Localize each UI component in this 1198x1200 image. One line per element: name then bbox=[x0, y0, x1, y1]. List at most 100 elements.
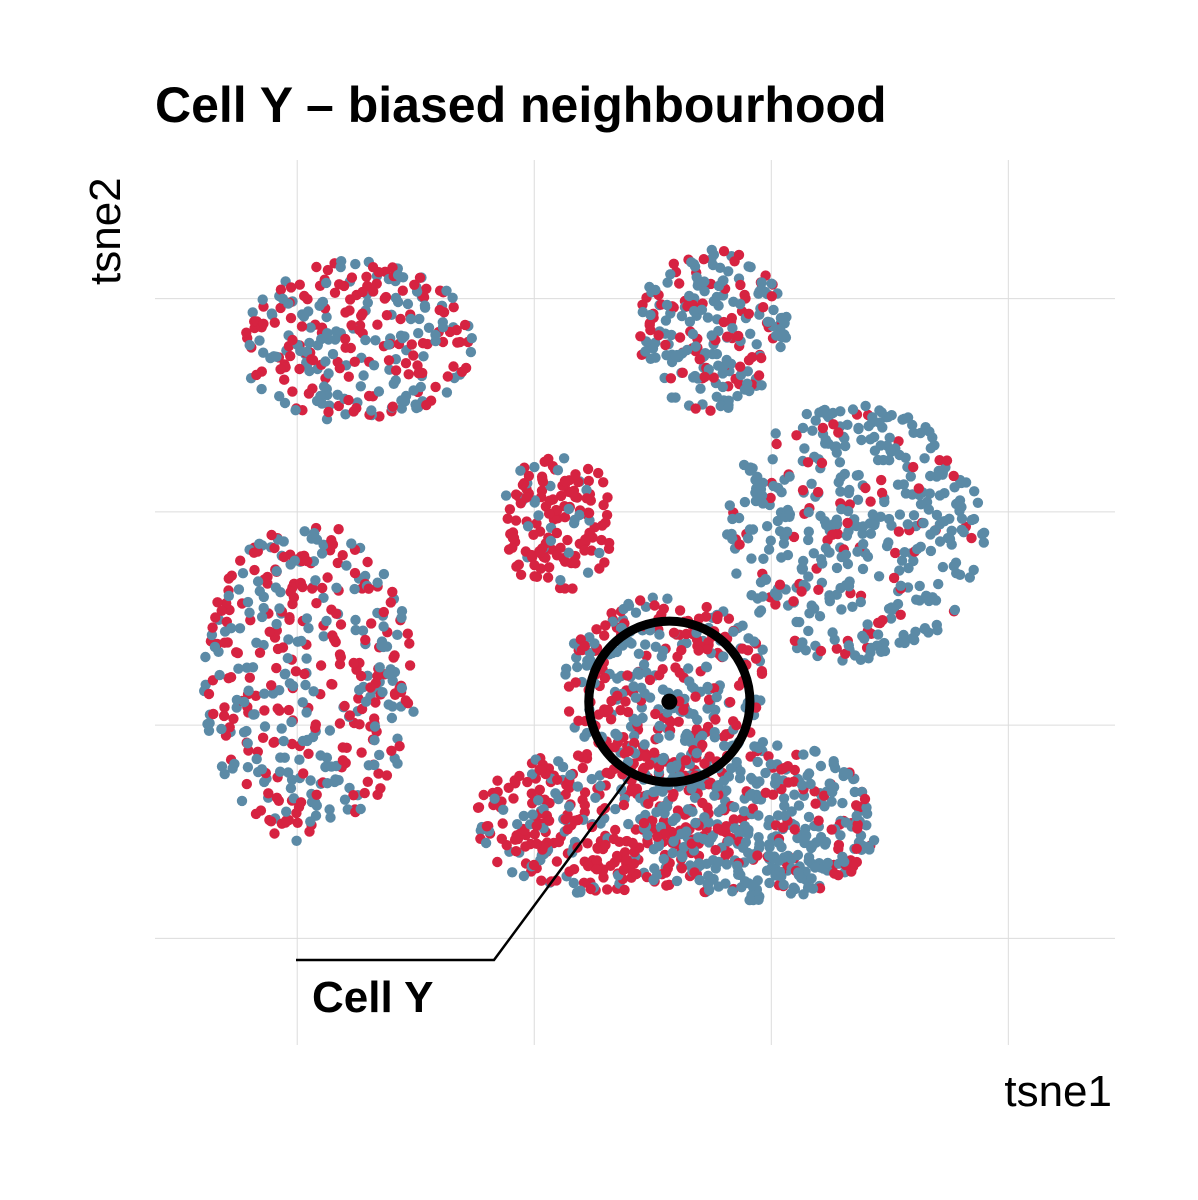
point-blue bbox=[316, 398, 328, 409]
point-red bbox=[591, 855, 603, 866]
point-red bbox=[876, 474, 887, 486]
point-red bbox=[418, 292, 430, 303]
point-blue bbox=[716, 803, 728, 815]
point-red bbox=[966, 532, 977, 544]
point-blue bbox=[430, 329, 441, 341]
point-blue bbox=[746, 553, 757, 564]
point-red bbox=[287, 386, 298, 397]
point-red bbox=[555, 542, 566, 553]
point-blue bbox=[274, 603, 285, 614]
point-blue bbox=[815, 760, 827, 772]
point-blue bbox=[558, 453, 570, 464]
point-red bbox=[245, 615, 256, 626]
point-blue bbox=[279, 397, 291, 409]
point-blue bbox=[355, 803, 366, 815]
point-red bbox=[529, 560, 540, 571]
point-blue bbox=[696, 304, 708, 315]
point-red bbox=[534, 784, 545, 795]
point-blue bbox=[885, 445, 896, 456]
point-blue bbox=[886, 410, 897, 421]
point-red bbox=[745, 751, 756, 762]
point-blue bbox=[739, 876, 751, 887]
point-blue bbox=[764, 877, 775, 889]
point-blue bbox=[747, 880, 759, 891]
point-red bbox=[334, 649, 346, 660]
point-blue bbox=[682, 804, 694, 815]
point-blue bbox=[865, 528, 877, 539]
point-blue bbox=[724, 500, 735, 511]
point-red bbox=[529, 829, 540, 840]
point-red bbox=[621, 854, 632, 865]
point-red bbox=[310, 719, 321, 730]
point-blue bbox=[706, 254, 717, 265]
point-blue bbox=[254, 586, 265, 597]
point-red bbox=[259, 705, 270, 716]
point-red bbox=[690, 403, 701, 414]
point-blue bbox=[383, 668, 394, 679]
point-red bbox=[263, 788, 274, 799]
point-blue bbox=[742, 533, 754, 544]
point-red bbox=[635, 331, 646, 342]
point-red bbox=[341, 742, 352, 753]
point-red bbox=[303, 748, 314, 759]
point-blue bbox=[283, 634, 294, 645]
point-blue bbox=[772, 740, 783, 751]
point-blue bbox=[883, 603, 895, 614]
point-red bbox=[643, 798, 654, 809]
point-red bbox=[317, 582, 328, 594]
point-blue bbox=[630, 607, 642, 618]
point-blue bbox=[954, 569, 966, 580]
point-blue bbox=[884, 432, 895, 443]
point-red bbox=[791, 430, 802, 441]
point-red bbox=[275, 302, 286, 314]
point-blue bbox=[908, 510, 920, 521]
point-blue bbox=[512, 819, 523, 830]
point-blue bbox=[563, 503, 574, 515]
point-blue bbox=[797, 780, 808, 791]
point-blue bbox=[553, 793, 564, 805]
point-blue bbox=[408, 706, 419, 717]
point-blue bbox=[713, 856, 724, 868]
point-blue bbox=[684, 290, 695, 302]
point-blue bbox=[820, 519, 832, 531]
point-blue bbox=[820, 543, 832, 554]
point-blue bbox=[723, 266, 734, 277]
point-blue bbox=[594, 547, 605, 559]
point-red bbox=[520, 841, 531, 852]
point-blue bbox=[695, 383, 706, 394]
point-blue bbox=[618, 603, 629, 615]
point-red bbox=[766, 291, 777, 302]
point-blue bbox=[763, 850, 775, 861]
point-red bbox=[640, 751, 651, 762]
point-blue bbox=[702, 312, 714, 323]
point-blue bbox=[465, 346, 477, 358]
point-red bbox=[888, 572, 900, 584]
point-blue bbox=[349, 583, 360, 595]
point-red bbox=[562, 824, 573, 835]
point-red bbox=[708, 372, 719, 383]
point-blue bbox=[363, 760, 374, 771]
point-red bbox=[454, 336, 466, 348]
point-blue bbox=[234, 623, 246, 634]
point-red bbox=[403, 369, 414, 380]
point-red bbox=[272, 703, 283, 714]
point-blue bbox=[287, 680, 299, 692]
point-blue bbox=[236, 795, 248, 807]
point-blue bbox=[814, 611, 826, 622]
point-red bbox=[831, 643, 842, 654]
point-blue bbox=[768, 480, 779, 492]
point-red bbox=[703, 779, 715, 790]
point-blue bbox=[803, 852, 815, 863]
point-blue bbox=[410, 399, 421, 410]
point-blue bbox=[254, 538, 265, 549]
point-red bbox=[408, 350, 419, 361]
point-red bbox=[252, 546, 263, 557]
point-blue bbox=[648, 786, 659, 798]
point-red bbox=[448, 302, 459, 313]
point-red bbox=[742, 645, 754, 656]
highlight-group bbox=[296, 616, 755, 962]
point-blue bbox=[526, 769, 538, 780]
point-red bbox=[723, 613, 735, 624]
point-blue bbox=[946, 525, 957, 536]
point-blue bbox=[725, 763, 737, 774]
